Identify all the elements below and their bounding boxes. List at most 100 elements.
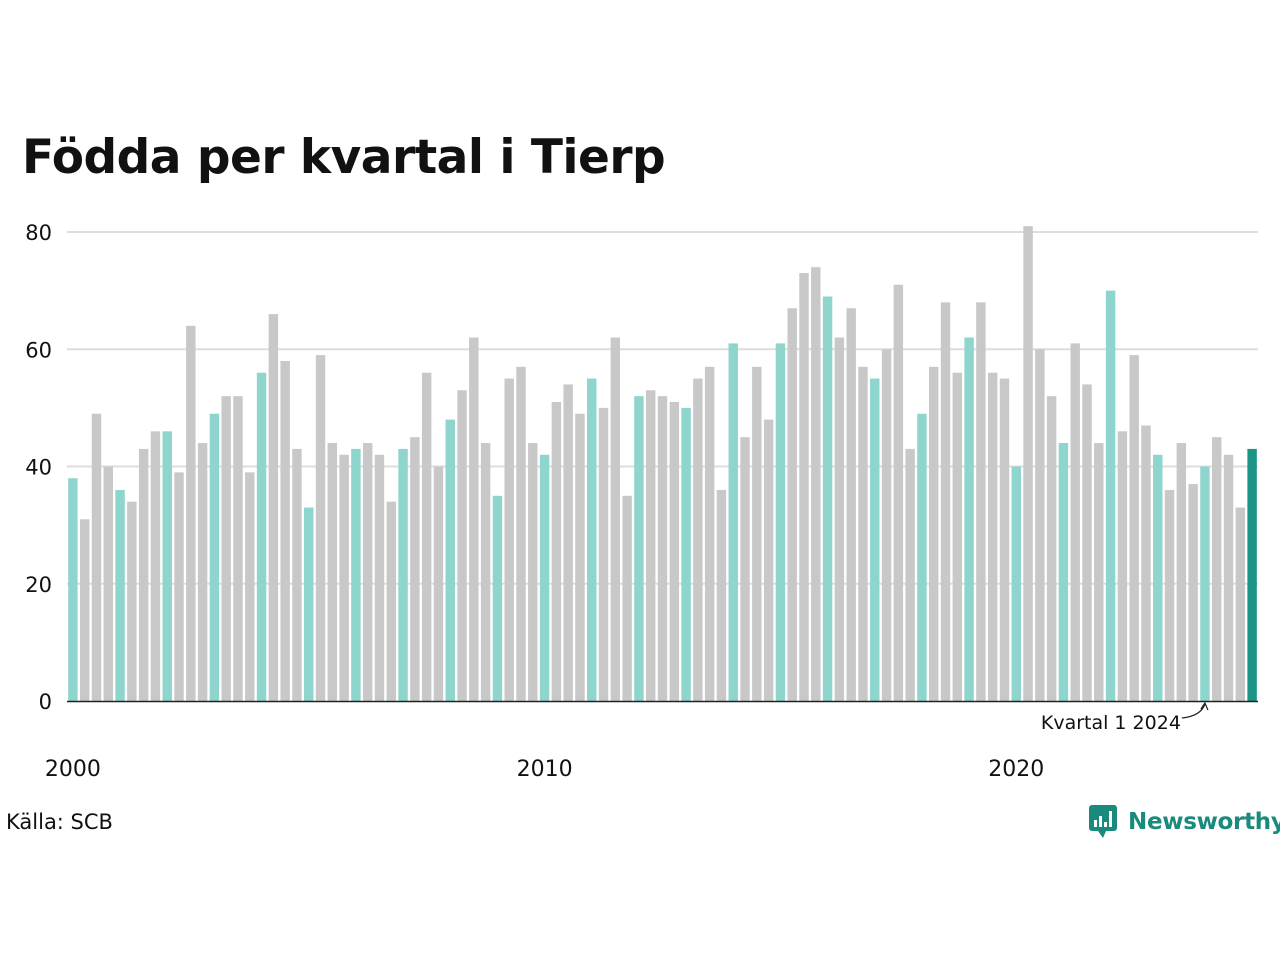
bar-2011-q3 [610, 337, 621, 701]
bar-2018-q4 [952, 372, 963, 701]
bar-2009-q4 [528, 443, 538, 701]
bar-2005-q3 [327, 443, 338, 701]
bar-2009-q2 [504, 378, 514, 701]
chart-title: Födda per kvartal i Tierp [22, 130, 666, 185]
bar-2013-q3 [704, 366, 715, 701]
bar-2012-q1 [634, 396, 644, 701]
source-note: Källa: SCB [6, 810, 113, 834]
bars [68, 226, 1257, 702]
bar-2006-q4 [386, 501, 396, 701]
bar-2020-q2 [1023, 226, 1033, 701]
bar-2010-q2 [551, 402, 562, 701]
bar-2025-q1 [1247, 448, 1257, 701]
brand-name: Newsworthy [1128, 809, 1280, 835]
y-tick-label: 80 [25, 221, 52, 245]
x-tick-label-2010: 2010 [517, 757, 573, 782]
bar-2007-q4 [433, 466, 444, 701]
bar-2008-q2 [457, 390, 467, 701]
bar-2003-q3 [233, 396, 243, 701]
bar-2004-q2 [268, 314, 279, 701]
y-tick-label: 0 [39, 690, 52, 714]
bar-2010-q3 [563, 384, 573, 701]
x-axis-tick-labels: 2000 2010 2020 [45, 757, 1044, 782]
bar-2005-q1 [304, 507, 314, 701]
bar-2016-q4 [858, 366, 868, 701]
bar-2002-q1 [162, 431, 172, 701]
bar-2019-q1 [964, 337, 974, 701]
bar-2000-q1 [68, 478, 78, 701]
bar-2000-q4 [103, 466, 113, 701]
bar-2020-q4 [1046, 396, 1057, 701]
bar-2007-q3 [421, 372, 432, 701]
bar-2021-q3 [1082, 384, 1092, 701]
bar-2006-q3 [374, 454, 385, 701]
bar-2004-q4 [292, 448, 302, 701]
bar-2012-q3 [657, 396, 668, 701]
newsworthy-logo: Newsworthy [1088, 804, 1280, 840]
bar-2011-q2 [598, 407, 609, 702]
bar-2018-q1 [917, 413, 927, 701]
bar-2019-q2 [976, 302, 986, 701]
bar-2003-q1 [209, 413, 220, 701]
bar-2013-q1 [681, 407, 691, 702]
bar-2024-q1 [1200, 466, 1210, 701]
bar-2012-q4 [669, 402, 680, 701]
y-tick-label: 20 [25, 573, 52, 597]
bar-2016-q1 [822, 296, 833, 701]
bar-2007-q1 [398, 448, 408, 701]
bar-2023-q2 [1164, 489, 1175, 701]
bar-2010-q1 [539, 454, 550, 701]
bar-2022-q1 [1105, 290, 1116, 702]
bar-2005-q2 [315, 355, 326, 701]
bar-2015-q3 [799, 273, 809, 701]
bar-2024-q2 [1212, 437, 1222, 701]
bar-2002-q4 [197, 443, 208, 701]
annotation-arrowhead [1200, 701, 1209, 711]
bar-2011-q4 [622, 495, 632, 701]
bar-2014-q4 [763, 419, 774, 701]
y-tick-label: 40 [25, 456, 52, 480]
bar-2023-q3 [1176, 443, 1187, 701]
bar-2021-q2 [1070, 343, 1080, 701]
bar-2015-q2 [787, 308, 797, 701]
bar-2009-q1 [492, 495, 503, 701]
newsworthy-icon [1089, 805, 1117, 838]
annotation-label: Kvartal 1 2024 [1041, 712, 1181, 734]
x-tick-label-2020: 2020 [988, 757, 1044, 782]
annotation-arrow [1181, 703, 1206, 719]
bar-2001-q1 [115, 489, 125, 701]
bar-2017-q2 [881, 349, 892, 701]
bar-2008-q1 [445, 419, 455, 701]
bar-2023-q1 [1153, 454, 1163, 701]
bar-2007-q2 [410, 437, 420, 701]
bar-2000-q3 [91, 413, 102, 701]
bar-2014-q3 [752, 366, 762, 701]
bar-2003-q4 [245, 472, 255, 701]
bar-2005-q4 [339, 454, 349, 701]
x-tick-label-2000: 2000 [45, 757, 101, 782]
bar-2008-q3 [469, 337, 479, 701]
bar-2014-q1 [728, 343, 738, 701]
bar-2012-q2 [645, 390, 656, 701]
y-axis-tick-labels: 0 20 40 60 80 [25, 221, 52, 714]
bar-2016-q3 [846, 308, 856, 701]
bar-2004-q1 [256, 372, 267, 701]
bar-2016-q2 [834, 337, 845, 701]
bar-2019-q4 [999, 378, 1010, 701]
bar-2015-q4 [811, 267, 821, 701]
bar-2023-q4 [1188, 484, 1198, 701]
bar-2017-q4 [905, 448, 915, 701]
bar-2010-q4 [575, 413, 585, 701]
bar-2002-q2 [174, 472, 184, 701]
bar-2004-q3 [280, 360, 290, 701]
bar-2014-q2 [740, 437, 750, 701]
bar-2022-q3 [1129, 355, 1139, 701]
bar-2018-q3 [940, 302, 951, 701]
bar-2001-q3 [138, 448, 149, 701]
bar-2017-q3 [893, 284, 904, 701]
bar-2011-q1 [587, 378, 597, 701]
bar-2022-q2 [1117, 431, 1128, 701]
bar-2003-q2 [221, 396, 231, 701]
bar-2013-q2 [693, 378, 703, 701]
